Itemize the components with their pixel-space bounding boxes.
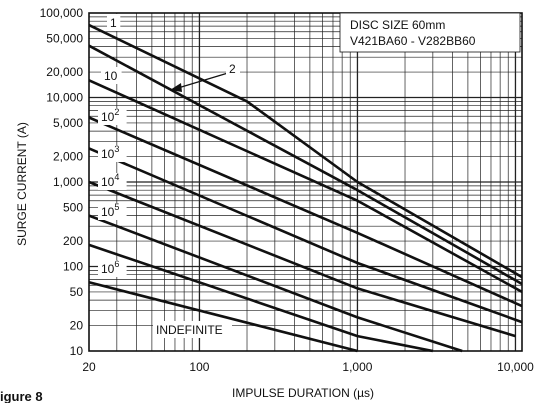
series-labels: 1 10 102 103 104 105 106 INDEFINITE (98, 14, 232, 338)
series-label-bg (153, 321, 232, 338)
y-tick-label: 50,000 (46, 31, 83, 45)
y-tick-label: 2,000 (53, 150, 83, 164)
series-line-2 (88, 44, 523, 286)
series-label-bg (98, 173, 127, 190)
series-line-6 (88, 180, 516, 338)
series-label-5: 103 (101, 144, 119, 161)
y-tick-labels: 100,000 50,000 20,000 10,000 5,000 2,000 1,000… (40, 6, 84, 358)
series-label-3: 10 (104, 69, 118, 83)
series-label-bg (98, 108, 127, 125)
series-label-8: 106 (101, 259, 119, 276)
y-tick-label: 10,000 (46, 91, 83, 105)
x-tick-label: 1,000 (342, 360, 372, 374)
y-tick-label: 20 (70, 319, 84, 333)
x-axis-title: IMPULSE DURATION (µs) (232, 386, 374, 400)
series-label-1: 1 (110, 16, 117, 30)
y-tick-label: 500 (63, 200, 83, 214)
annotation-box (339, 12, 521, 53)
curve-2-leader (177, 72, 229, 89)
series-label-4: 102 (101, 107, 119, 124)
series-label-bg (98, 260, 127, 277)
y-tick-label: 100 (63, 260, 83, 274)
y-tick-label: 200 (63, 234, 83, 248)
annotation-disc-size: DISC SIZE 60mm (350, 18, 445, 32)
x-tick-label: 10,000 (497, 360, 534, 374)
y-tick-label: 20,000 (46, 65, 83, 79)
y-tick-label: 50 (70, 285, 84, 299)
annotation-part-range: V421BA60 - V282BB60 (350, 34, 476, 48)
x-tick-label: 100 (189, 360, 209, 374)
x-tick-labels: 20 100 1,000 10,000 (82, 360, 534, 374)
y-axis-title: SURGE CURRENT (A) (15, 122, 29, 246)
series-line-3 (88, 79, 523, 294)
series-line-8 (88, 243, 434, 353)
series-label-bg (98, 203, 127, 220)
series-lines (88, 23, 523, 353)
curve-2-label: 2 (229, 62, 236, 76)
series-label-9: INDEFINITE (156, 323, 223, 337)
series-line-7 (88, 214, 463, 353)
series-label-bg (107, 14, 121, 31)
y-tick-label: 5,000 (53, 116, 83, 130)
series-line-1 (88, 23, 523, 279)
series-label-bg (101, 67, 122, 84)
y-tick-label: 1,000 (53, 175, 83, 189)
y-tick-label: 10 (70, 344, 84, 358)
curve-2-arrowhead (170, 83, 182, 92)
curve-2-label-bg (226, 61, 240, 76)
series-label-7: 105 (101, 202, 119, 219)
x-tick-label: 20 (82, 360, 96, 374)
series-line-4 (88, 116, 523, 308)
series-line-9 (88, 281, 358, 353)
series-label-bg (98, 145, 127, 162)
grid-major (89, 13, 522, 351)
series-line-5 (88, 147, 523, 324)
figure-caption: igure 8 (0, 389, 43, 403)
y-tick-label: 100,000 (40, 6, 84, 20)
series-label-6: 104 (101, 172, 119, 189)
